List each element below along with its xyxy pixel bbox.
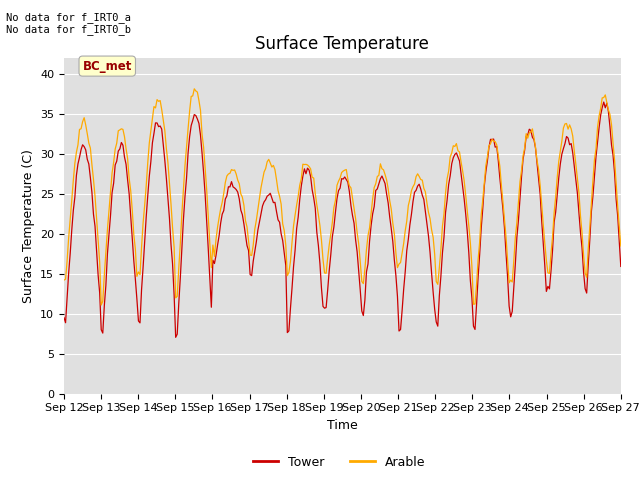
Tower: [255, 219, 263, 225]
Arable: [229, 168, 237, 173]
Line: Arable: Arable: [64, 89, 621, 305]
Legend: Tower, Arable: Tower, Arable: [248, 451, 430, 474]
Arable: [97, 302, 105, 308]
Tower: [246, 272, 254, 277]
Arable: [60, 277, 68, 283]
Y-axis label: Surface Temperature (C): Surface Temperature (C): [22, 149, 35, 302]
Title: Surface Temperature: Surface Temperature: [255, 35, 429, 53]
Line: Tower: Tower: [64, 102, 621, 337]
Arable: [307, 166, 314, 172]
Tower: [172, 335, 179, 340]
Arable: [589, 178, 596, 184]
Tower: [305, 167, 313, 173]
Arable: [191, 86, 198, 92]
Tower: [60, 315, 68, 321]
Tower: [617, 264, 625, 269]
Tower: [129, 235, 136, 241]
Arable: [248, 252, 255, 258]
Arable: [130, 232, 138, 238]
Text: No data for f_IRT0_a
No data for f_IRT0_b: No data for f_IRT0_a No data for f_IRT0_…: [6, 12, 131, 36]
Tower: [588, 209, 595, 215]
Text: BC_met: BC_met: [83, 60, 132, 72]
Tower: [600, 99, 607, 105]
X-axis label: Time: Time: [327, 419, 358, 432]
Arable: [617, 243, 625, 249]
Tower: [228, 179, 236, 184]
Arable: [257, 185, 265, 191]
